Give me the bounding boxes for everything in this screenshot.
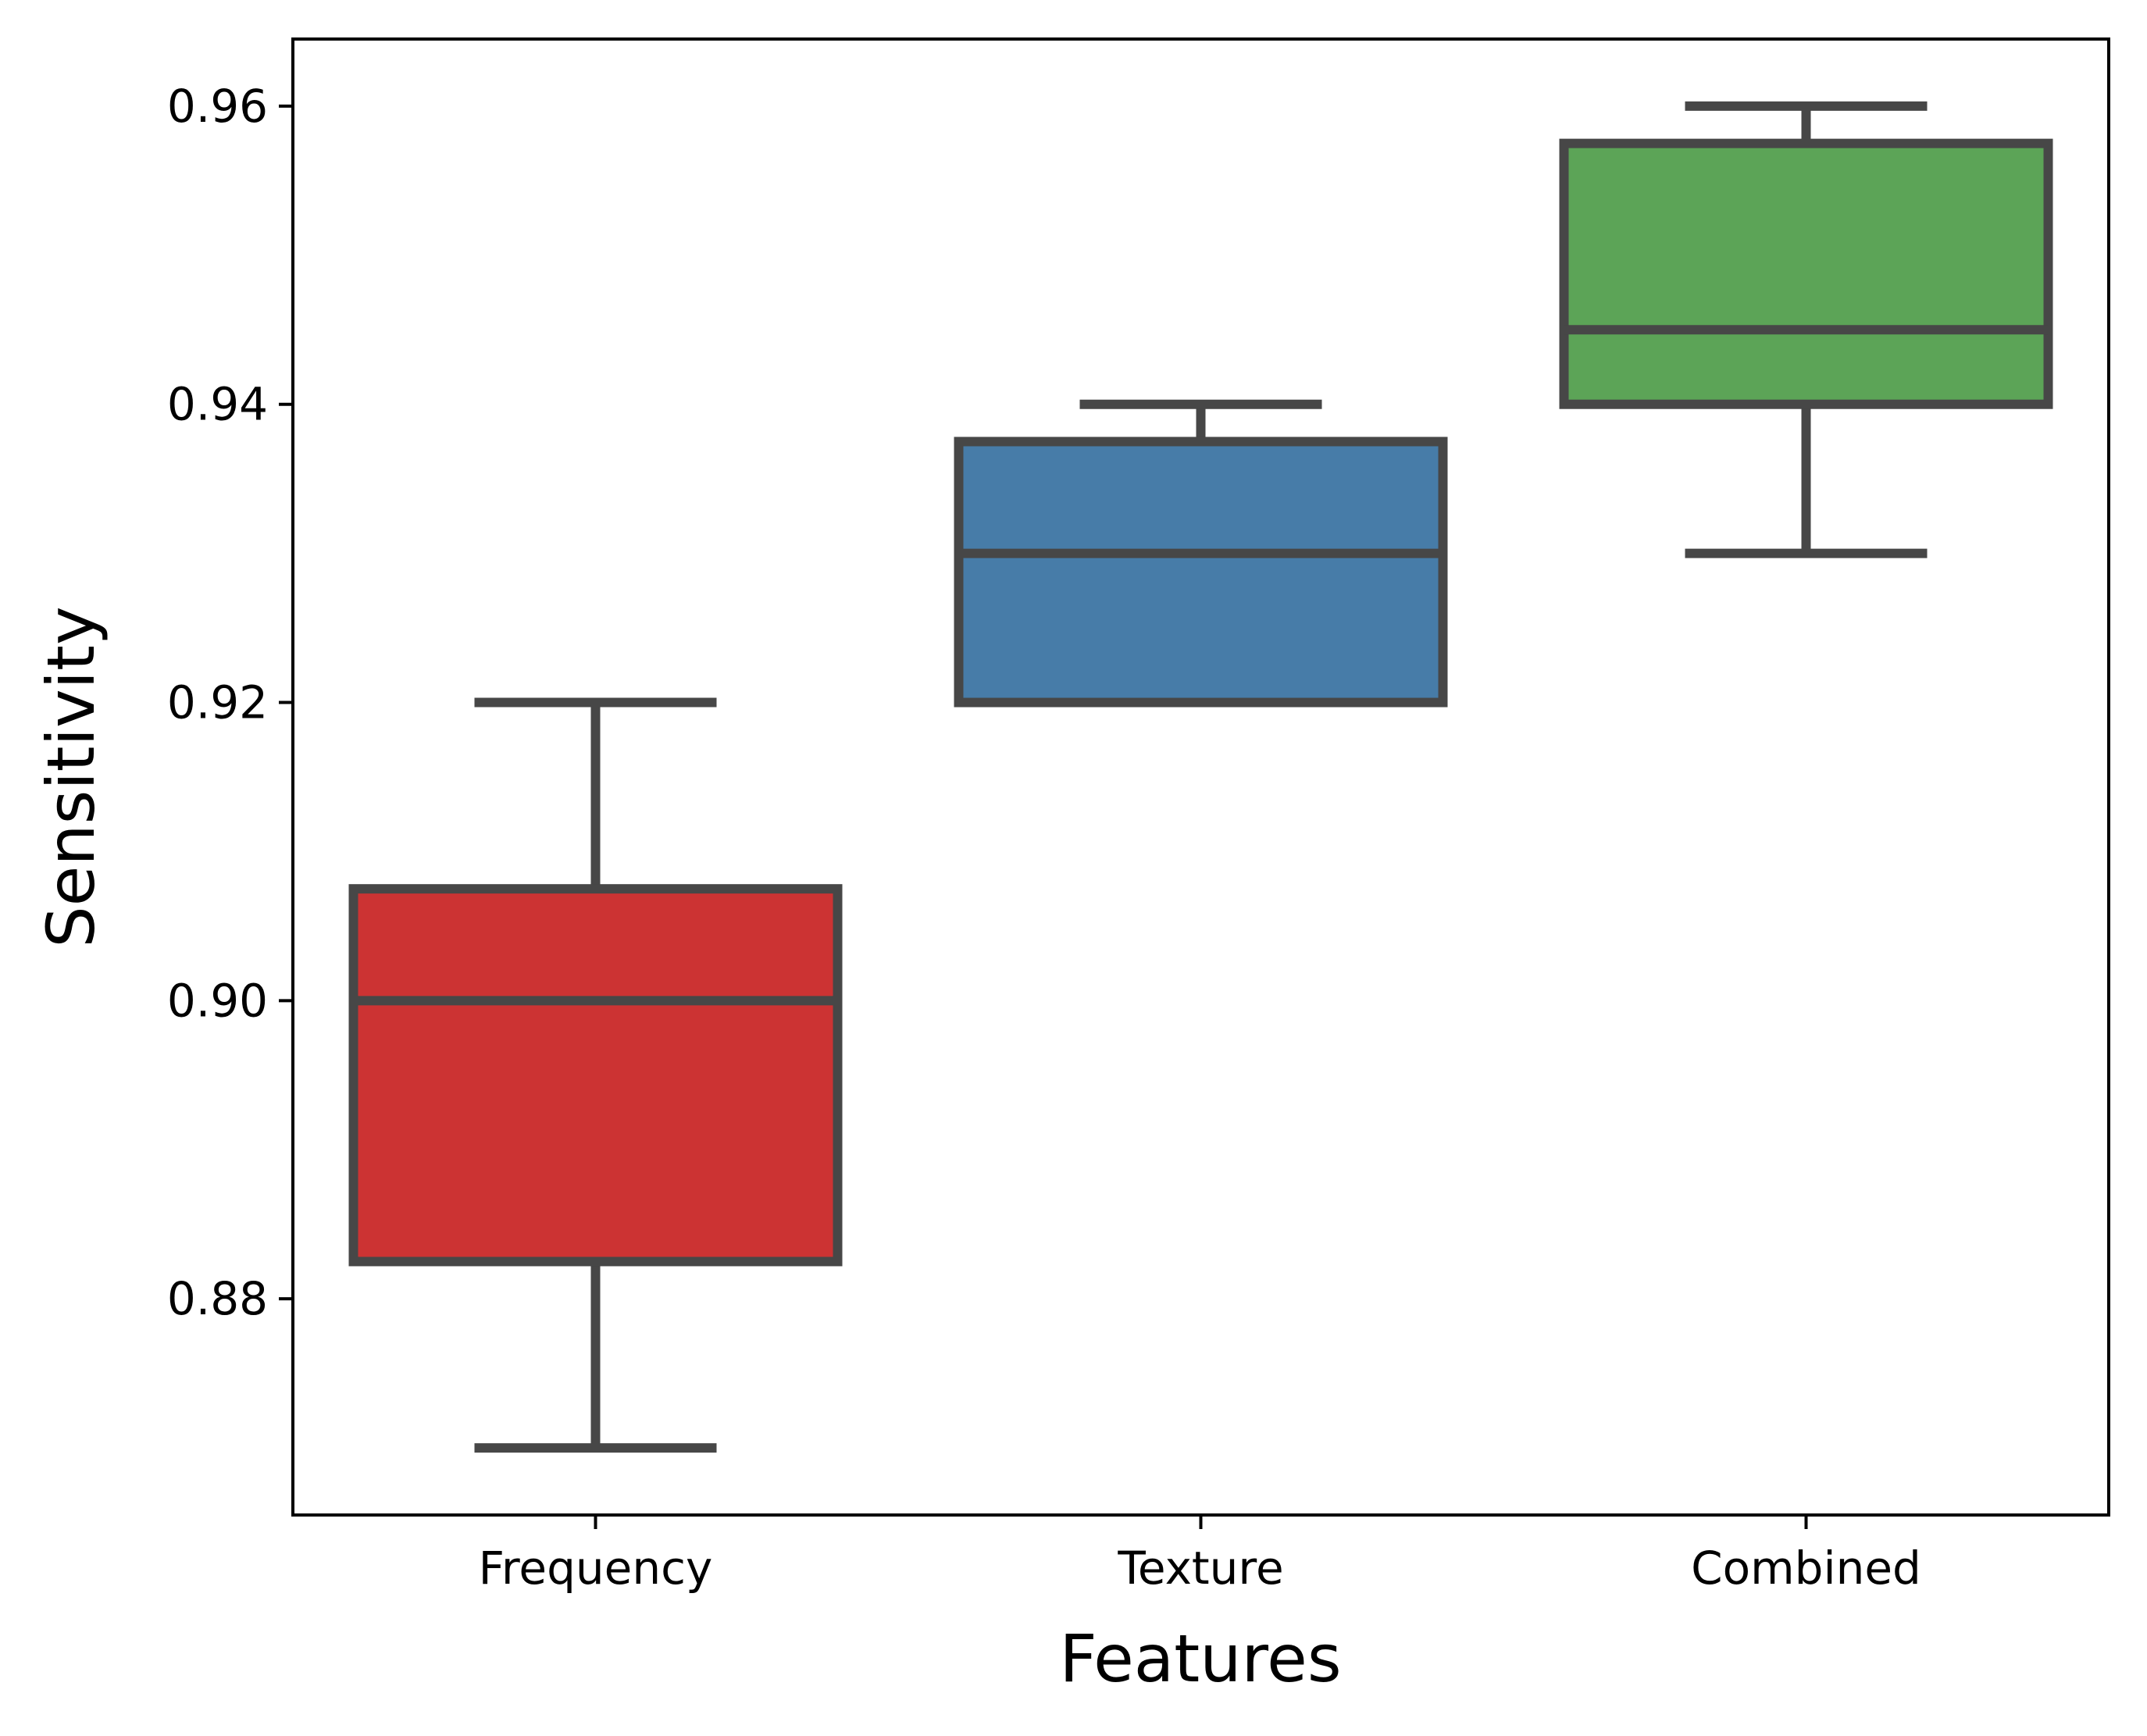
- boxes-layer: [348, 101, 2053, 1453]
- y-tick-label: 0.96: [167, 80, 268, 133]
- y-tick-label: 0.90: [167, 974, 268, 1027]
- y-tick-label: 0.88: [167, 1272, 268, 1325]
- x-axis-label: Features: [1059, 1620, 1341, 1697]
- y-tick-label: 0.92: [167, 676, 268, 729]
- y-tick-label: 0.94: [167, 378, 268, 431]
- y-axis-label: Sensitivity: [33, 606, 109, 947]
- box-frequency: [348, 884, 843, 1267]
- box-texture: [954, 437, 1448, 708]
- x-tick-label: Frequency: [479, 1542, 713, 1595]
- x-tick-label: Texture: [1117, 1542, 1283, 1595]
- x-tick-label: Combined: [1691, 1542, 1921, 1595]
- x-axis: Frequency Texture Combined: [479, 1515, 1921, 1595]
- box-combined: [1559, 138, 2053, 409]
- box-group-frequency: [348, 697, 843, 1453]
- box-group-combined: [1559, 101, 2053, 558]
- box-group-texture: [954, 399, 1448, 708]
- y-axis: 0.88 0.90 0.92 0.94 0.96: [167, 80, 293, 1325]
